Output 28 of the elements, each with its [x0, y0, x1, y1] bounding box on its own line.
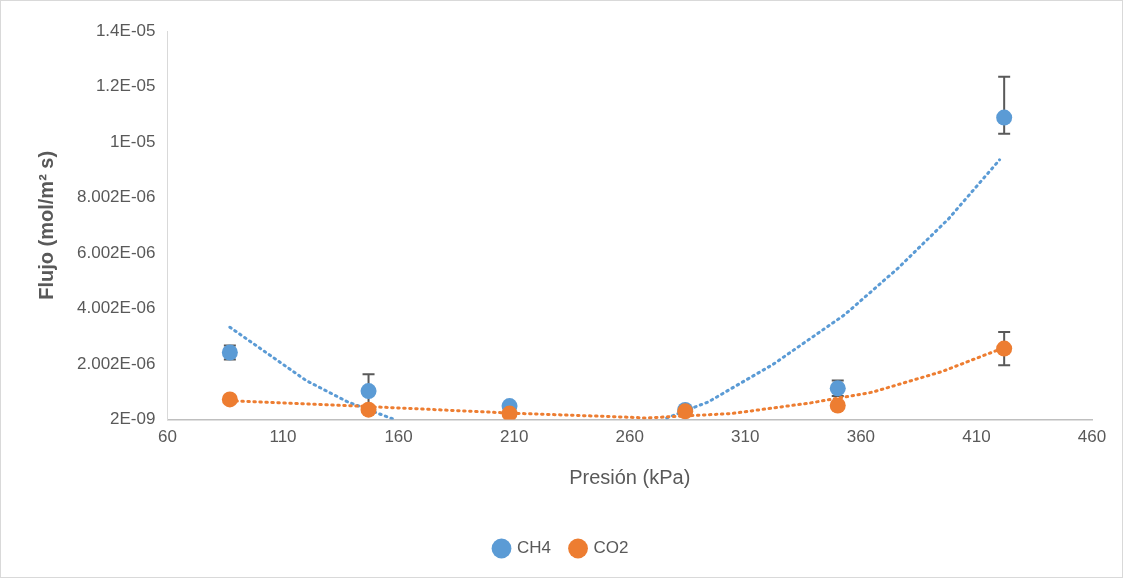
point: [829, 397, 846, 414]
point: [221, 391, 238, 408]
y-tick-label: 8.002E-06: [77, 187, 156, 207]
y-tick-label: 1.4E-05: [95, 20, 156, 40]
point: [996, 109, 1013, 126]
y-axis-title: Flujo (mol/m² s): [34, 150, 57, 300]
point: [360, 383, 377, 400]
point: [360, 401, 377, 418]
x-tick-label: 460: [1077, 427, 1107, 447]
point: [501, 405, 518, 420]
y-tick-label: 2.002E-06: [77, 353, 156, 373]
legend-label: CO2: [593, 538, 629, 558]
y-tick-label: 2E-09: [110, 409, 156, 429]
point: [996, 340, 1013, 357]
legend-label: CH4: [517, 538, 552, 558]
x-tick-label: 210: [499, 427, 529, 447]
y-tick-label: 1.2E-05: [95, 76, 156, 96]
x-tick-label: 410: [962, 427, 991, 447]
x-tick-label: 310: [731, 427, 760, 447]
x-tick-label: 60: [157, 427, 177, 447]
y-tick-label: 1E-05: [110, 131, 156, 151]
x-tick-label: 360: [846, 427, 876, 447]
x-tick-label: 260: [615, 427, 644, 447]
x-axis-title: Presión (kPa): [569, 465, 691, 488]
x-tick-label: 110: [269, 427, 297, 447]
x-tick-label: 160: [384, 427, 413, 447]
y-tick-label: 4.002E-06: [77, 298, 156, 318]
y-tick-label: 6.002E-06: [77, 242, 156, 262]
